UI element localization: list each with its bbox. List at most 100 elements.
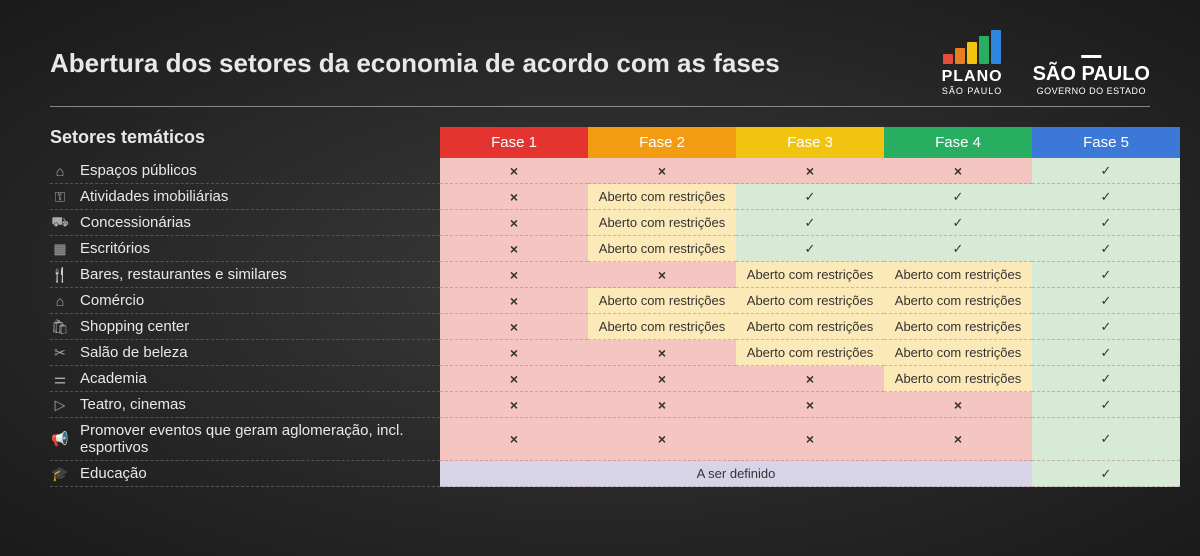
status-cell: × <box>736 392 884 418</box>
page-title: Abertura dos setores da economia de acor… <box>50 48 780 79</box>
status-cell: × <box>588 158 736 184</box>
table-row: ▷Teatro, cinemas××××✓ <box>50 392 1180 418</box>
status-cell: × <box>440 288 588 314</box>
plano-bars-icon <box>942 30 1003 64</box>
status-cell: × <box>440 262 588 288</box>
sector-label: Concessionárias <box>80 214 191 231</box>
status-cell: ✓ <box>1032 158 1180 184</box>
phase-header-2: Fase 2 <box>588 127 736 158</box>
status-cell: × <box>588 262 736 288</box>
phase-header-5: Fase 5 <box>1032 127 1180 158</box>
status-cell-tbd: A ser definido <box>440 461 1032 487</box>
status-cell: ✓ <box>736 210 884 236</box>
table-row: ▦Escritórios×Aberto com restrições✓✓✓ <box>50 236 1180 262</box>
status-cell: ✓ <box>736 184 884 210</box>
sector-icon: ⌂ <box>50 293 70 309</box>
status-cell: × <box>440 236 588 262</box>
status-cell: × <box>736 366 884 392</box>
sectors-table: Setores temáticosFase 1Fase 2Fase 3Fase … <box>50 127 1180 487</box>
sector-icon: ✂ <box>50 344 70 361</box>
sector-label: Educação <box>80 465 147 482</box>
status-cell: Aberto com restrições <box>736 340 884 366</box>
sector-icon: 🛍 <box>50 318 70 335</box>
status-cell: ✓ <box>1032 340 1180 366</box>
sp-flag-icon: ▬▬ <box>1033 50 1150 61</box>
status-cell: Aberto com restrições <box>884 314 1032 340</box>
sector-label: Salão de beleza <box>80 344 188 361</box>
sector-icon: 🎓 <box>50 465 70 482</box>
status-cell: × <box>588 418 736 461</box>
status-cell: Aberto com restrições <box>884 262 1032 288</box>
table-container: Setores temáticosFase 1Fase 2Fase 3Fase … <box>0 127 1200 487</box>
status-cell: ✓ <box>1032 210 1180 236</box>
sector-name-cell: ✂ Salão de beleza <box>50 340 440 366</box>
status-cell: × <box>736 418 884 461</box>
status-cell: Aberto com restrições <box>588 314 736 340</box>
status-cell: ✓ <box>884 210 1032 236</box>
plano-sp-logo: PLANO SÃO PAULO <box>942 30 1003 96</box>
status-cell: Aberto com restrições <box>588 236 736 262</box>
status-cell: × <box>440 314 588 340</box>
sector-label: Shopping center <box>80 318 189 335</box>
sector-icon: ▦ <box>50 240 70 257</box>
governo-sp-logo: ▬▬ SÃO PAULO GOVERNO DO ESTADO <box>1033 50 1150 96</box>
status-cell: × <box>884 418 1032 461</box>
status-cell: × <box>588 392 736 418</box>
status-cell: ✓ <box>1032 314 1180 340</box>
status-cell: ✓ <box>1032 288 1180 314</box>
status-cell: Aberto com restrições <box>588 288 736 314</box>
status-cell: × <box>588 340 736 366</box>
status-cell: ✓ <box>884 236 1032 262</box>
table-row: 🎓EducaçãoA ser definido✓ <box>50 461 1180 487</box>
status-cell: × <box>440 184 588 210</box>
table-row: 📢Promover eventos que geram aglomeração,… <box>50 418 1180 461</box>
sector-icon: ⌂ <box>50 163 70 179</box>
sector-label: Espaços públicos <box>80 162 197 179</box>
status-cell: Aberto com restrições <box>884 366 1032 392</box>
table-row: 🛍Shopping center×Aberto com restriçõesAb… <box>50 314 1180 340</box>
status-cell: Aberto com restrições <box>884 288 1032 314</box>
phase-header-4: Fase 4 <box>884 127 1032 158</box>
sector-label: Escritórios <box>80 240 150 257</box>
plano-logo-text: PLANO <box>942 68 1003 86</box>
status-cell: ✓ <box>1032 184 1180 210</box>
sector-name-cell: 🎓 Educação <box>50 461 440 487</box>
status-cell: ✓ <box>1032 236 1180 262</box>
table-row: ⚿Atividades imobiliárias×Aberto com rest… <box>50 184 1180 210</box>
status-cell: ✓ <box>884 184 1032 210</box>
sector-label: Promover eventos que geram aglomeração, … <box>80 422 404 456</box>
sector-label: Comércio <box>80 292 144 309</box>
phase-header-3: Fase 3 <box>736 127 884 158</box>
status-cell: ✓ <box>1032 366 1180 392</box>
status-cell: ✓ <box>736 236 884 262</box>
phase-header-1: Fase 1 <box>440 127 588 158</box>
status-cell: × <box>440 392 588 418</box>
status-cell: Aberto com restrições <box>736 262 884 288</box>
status-cell: ✓ <box>1032 262 1180 288</box>
sector-name-cell: 🛍 Shopping center <box>50 314 440 340</box>
sp-logo-text: SÃO PAULO <box>1033 63 1150 86</box>
sector-label: Bares, restaurantes e similares <box>80 266 287 283</box>
status-cell: Aberto com restrições <box>884 340 1032 366</box>
status-cell: × <box>440 210 588 236</box>
status-cell: ✓ <box>1032 418 1180 461</box>
header: Abertura dos setores da economia de acor… <box>0 0 1200 106</box>
sector-name-cell: ⚌Academia <box>50 366 440 392</box>
sector-icon: ▷ <box>50 396 70 413</box>
sector-icon: ⚿ <box>50 188 70 205</box>
sector-icon: ⛟ <box>50 213 70 232</box>
table-row: ⌂Comércio×Aberto com restriçõesAberto co… <box>50 288 1180 314</box>
status-cell: × <box>440 418 588 461</box>
sector-name-cell: ⚿Atividades imobiliárias <box>50 184 440 210</box>
status-cell: × <box>588 366 736 392</box>
sector-name-cell: ▷ Teatro, cinemas <box>50 392 440 418</box>
status-cell: × <box>736 158 884 184</box>
table-row: ⛟Concessionárias×Aberto com restrições✓✓… <box>50 210 1180 236</box>
table-row: ⌂Espaços públicos××××✓ <box>50 158 1180 184</box>
sector-name-cell: 🍴Bares, restaurantes e similares <box>50 262 440 288</box>
sector-name-cell: ⛟ Concessionárias <box>50 210 440 236</box>
section-title-cell: Setores temáticos <box>50 127 440 158</box>
table-row: ✂Salão de beleza××Aberto com restriçõesA… <box>50 340 1180 366</box>
status-cell: Aberto com restrições <box>588 184 736 210</box>
sector-label: Teatro, cinemas <box>80 396 186 413</box>
